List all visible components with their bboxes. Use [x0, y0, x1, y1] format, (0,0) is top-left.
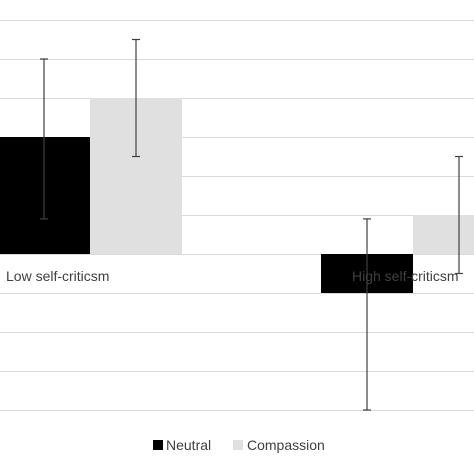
legend-swatch-compassion [233, 440, 243, 450]
category-labels: Low self-criticsm High self-criticsm [6, 268, 459, 284]
legend-label-compassion: Compassion [247, 437, 325, 453]
legend-swatch-neutral [153, 440, 163, 450]
bar-compassion-high [413, 215, 474, 254]
error-bar-neutral-low [40, 58, 48, 220]
legend: Neutral Compassion [153, 437, 325, 453]
legend-label-neutral: Neutral [166, 437, 211, 453]
bars [0, 98, 474, 293]
category-label-high: High self-criticsm [352, 268, 459, 284]
error-bar-compassion-low [132, 38, 140, 158]
error-bar-compassion-high [455, 155, 463, 275]
error-bar-neutral-high [363, 218, 371, 411]
bar-neutral-low [0, 137, 90, 254]
category-label-low: Low self-criticsm [6, 268, 109, 284]
error-bars [40, 38, 463, 411]
